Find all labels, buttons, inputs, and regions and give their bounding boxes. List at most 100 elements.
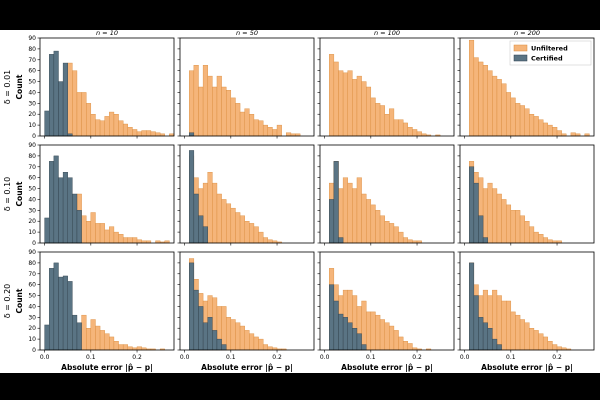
x-tick-label: 0.1 — [226, 354, 236, 361]
unfiltered-bar — [235, 212, 241, 244]
x-tick-label: 0.2 — [272, 354, 282, 361]
unfiltered-bar — [127, 237, 133, 244]
panel-frame — [179, 251, 315, 351]
certified-bar — [49, 161, 55, 244]
unfiltered-bar — [262, 344, 268, 351]
unfiltered-bar — [239, 215, 245, 244]
certified-bar — [356, 333, 362, 351]
unfiltered-bar — [469, 39, 475, 137]
unfiltered-bar — [118, 344, 124, 351]
unfiltered-bar — [552, 127, 558, 137]
unfiltered-bar — [538, 234, 544, 244]
unfiltered-bar — [109, 226, 115, 244]
unfiltered-bar — [329, 54, 335, 137]
certified-bar — [216, 338, 222, 351]
unfiltered-bar — [86, 103, 92, 137]
unfiltered-bar — [570, 132, 576, 137]
unfiltered-bar — [542, 237, 548, 244]
certified-bar — [72, 193, 78, 244]
column-title: n = 10 — [96, 29, 118, 37]
unfiltered-bar — [155, 132, 161, 137]
unfiltered-bar — [81, 314, 87, 351]
unfiltered-bar — [370, 204, 376, 244]
unfiltered-bar — [533, 116, 539, 137]
y-tick-label: 40 — [28, 196, 36, 203]
unfiltered-bar — [262, 124, 268, 137]
panel-r0-c0: 0 10 20 30 40 50 60 70 80 90 n = 10 δ = 0.01 Count — [3, 29, 175, 140]
unfiltered-bar — [361, 193, 367, 244]
y-tick-label: 20 — [28, 325, 36, 332]
certified-bar — [329, 284, 335, 351]
unfiltered-bar — [375, 314, 381, 351]
certified-bar — [189, 262, 195, 351]
unfiltered-bar — [249, 223, 255, 244]
unfiltered-bar — [487, 70, 493, 137]
unfiltered-bar — [407, 127, 413, 137]
unfiltered-bar — [393, 330, 399, 351]
unfiltered-bar — [141, 130, 147, 137]
panel-r1-c2 — [317, 144, 455, 246]
x-tick-label: 0.2 — [552, 354, 562, 361]
unfiltered-bar — [524, 221, 530, 244]
certified-bar — [53, 262, 59, 351]
panel-frame — [459, 251, 595, 351]
unfiltered-bar — [342, 72, 348, 137]
certified-bar — [198, 215, 204, 244]
certified-bar — [62, 172, 68, 244]
unfiltered-bar — [81, 215, 87, 244]
unfiltered-bar — [506, 300, 512, 351]
unfiltered-bar — [276, 124, 282, 137]
y-tick-label: 70 — [28, 57, 36, 64]
panel-frame — [39, 251, 175, 351]
unfiltered-bar — [356, 75, 362, 137]
y-tick-label: 50 — [28, 186, 36, 193]
row-title: δ = 0.01 — [3, 70, 12, 105]
x-tick-label: 0.0 — [40, 354, 50, 361]
unfiltered-bar — [76, 92, 82, 137]
panel-r2-c3: 0.0 0.1 0.2 Absolute error |p̂ − p| — [457, 251, 595, 373]
unfiltered-bar — [99, 330, 105, 351]
unfiltered-bar — [515, 103, 521, 137]
y-tick-label: 30 — [28, 207, 36, 214]
unfiltered-bar — [249, 333, 255, 351]
certified-bar — [329, 199, 335, 244]
unfiltered-bar — [482, 65, 488, 137]
unfiltered-bar — [402, 341, 408, 351]
y-tick-label: 60 — [28, 68, 36, 75]
legend-label: Unfiltered — [531, 45, 568, 53]
legend-label: Certified — [531, 55, 563, 63]
unfiltered-bar — [538, 119, 544, 137]
unfiltered-bar — [510, 210, 516, 244]
unfiltered-bar — [113, 231, 119, 244]
column-title: n = 100 — [374, 29, 400, 37]
unfiltered-bar — [393, 226, 399, 244]
certified-bar — [44, 110, 50, 137]
unfiltered-bar — [492, 188, 498, 244]
unfiltered-bar — [342, 177, 348, 244]
y-axis-label: Count — [15, 74, 24, 99]
certified-bar — [193, 193, 199, 244]
unfiltered-bar — [244, 221, 250, 244]
unfiltered-bar — [267, 346, 273, 351]
panel-frame — [459, 144, 595, 244]
x-tick-label: 0.0 — [320, 354, 330, 361]
certified-bar — [193, 289, 199, 351]
x-tick-label: 0.2 — [412, 354, 422, 361]
certified-bar — [44, 324, 50, 351]
unfiltered-bar — [542, 336, 548, 351]
unfiltered-bar — [221, 199, 227, 244]
unfiltered-bar — [230, 207, 236, 244]
unfiltered-bar — [402, 122, 408, 137]
unfiltered-bar — [473, 57, 479, 137]
certified-bar — [473, 182, 479, 244]
unfiltered-bar — [99, 120, 105, 137]
certified-bar — [76, 322, 82, 351]
x-axis-label: Absolute error |p̂ − p| — [61, 363, 153, 373]
unfiltered-bar — [407, 343, 413, 351]
certified-bar — [212, 330, 218, 351]
unfiltered-bar — [198, 86, 204, 137]
unfiltered-bar — [207, 172, 213, 244]
unfiltered-bar — [235, 322, 241, 351]
unfiltered-bar — [67, 62, 73, 137]
